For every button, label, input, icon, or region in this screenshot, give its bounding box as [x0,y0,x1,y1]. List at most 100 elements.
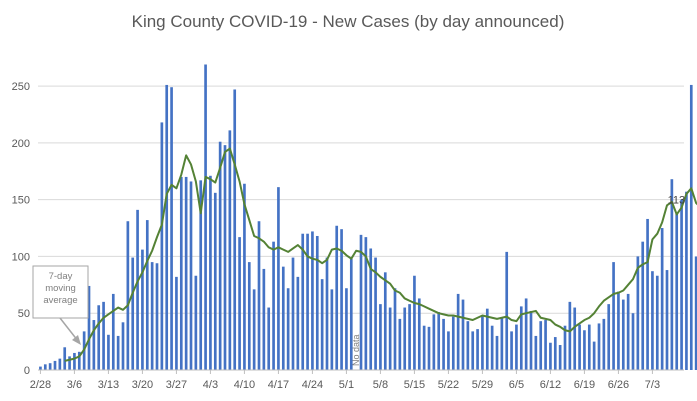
y-axis-tick-labels: 0 50 100 150 200 250 [12,81,30,377]
bar [107,334,110,370]
bar [296,276,300,370]
bar [48,363,52,370]
bar [121,322,125,370]
bar [379,304,382,370]
bar [437,312,441,370]
bar [204,64,207,370]
bar [636,256,640,370]
bar [393,288,397,370]
bar [500,317,504,370]
bar [345,288,348,370]
bar [175,276,178,370]
bar [335,225,339,370]
bar [286,288,290,370]
x-tick-label: 4/3 [203,379,218,391]
callout-arrow-head [72,335,81,345]
bar [534,335,538,370]
bar [320,279,324,370]
bar [563,325,567,370]
moving-average-line [64,147,697,362]
bar [243,183,246,370]
bar [165,84,169,370]
bar [238,237,241,370]
bar [670,179,674,370]
bar [73,352,76,370]
bar [621,299,625,370]
bar-series [39,64,697,371]
bar [539,321,543,370]
bar [39,366,42,370]
bar [170,87,173,370]
callout-box [32,265,89,319]
bar [631,313,635,370]
bar [111,293,115,370]
bar [301,233,305,370]
end-value-label: 113 [668,195,686,207]
bar [427,326,431,370]
bar [602,318,606,370]
bar [471,331,475,370]
x-tick-label: 3/13 [98,379,119,391]
bar [549,342,552,370]
bar [646,218,649,370]
x-tick-label: 6/5 [509,379,524,391]
bar [53,360,57,370]
bar [262,268,266,370]
bar [291,257,295,370]
x-tick-label: 6/19 [574,379,595,391]
callout-text: 7-day [49,271,73,282]
x-tick-label: 5/15 [404,379,425,391]
bar [612,262,615,370]
bar [510,331,513,370]
bar [315,235,319,370]
bar [388,307,392,370]
y-tick-label: 250 [12,81,30,93]
bar [573,307,577,370]
x-tick-label: 4/17 [268,379,289,391]
bar [490,325,494,370]
bar [233,89,237,370]
y-tick-label: 0 [24,365,30,377]
y-tick-label: 100 [12,251,30,263]
bar [553,337,557,370]
bar [160,122,164,371]
bar [422,325,426,370]
bar [583,330,586,370]
callout-text: moving [45,283,76,294]
bar [641,241,645,370]
bar [136,209,139,370]
bar [481,315,484,370]
y-tick-label: 50 [18,308,30,320]
bar [281,266,285,370]
bar [349,258,353,370]
bar [675,213,679,370]
bar [383,272,387,370]
bar [694,256,697,370]
bar [257,221,261,370]
bar [442,318,445,370]
bar [578,324,581,370]
bar [145,220,149,370]
bar [665,270,669,370]
bar [651,271,654,370]
bar [403,307,407,370]
bar [306,233,309,370]
bar [68,356,71,370]
bar [155,263,159,370]
x-axis-tick-labels: 2/28 3/6 3/13 3/20 3/27 4/3 4/10 4/17 4/24 5/1 5/8… [30,370,660,391]
x-tick-label: 5/22 [438,379,459,391]
x-tick-label: 6/12 [540,379,561,391]
bar [228,130,232,370]
y-tick-label: 200 [12,138,30,150]
chart-title: King County COVID-19 - New Cases (by day… [132,12,565,31]
moving-average-series [64,147,697,362]
bar [199,180,203,370]
x-tick-label: 3/6 [67,379,82,391]
bar [340,229,343,370]
x-tick-label: 3/20 [132,379,153,391]
bar [267,307,271,370]
x-tick-label: 6/26 [608,379,629,391]
bar [524,298,528,370]
x-tick-label: 3/27 [166,379,187,391]
